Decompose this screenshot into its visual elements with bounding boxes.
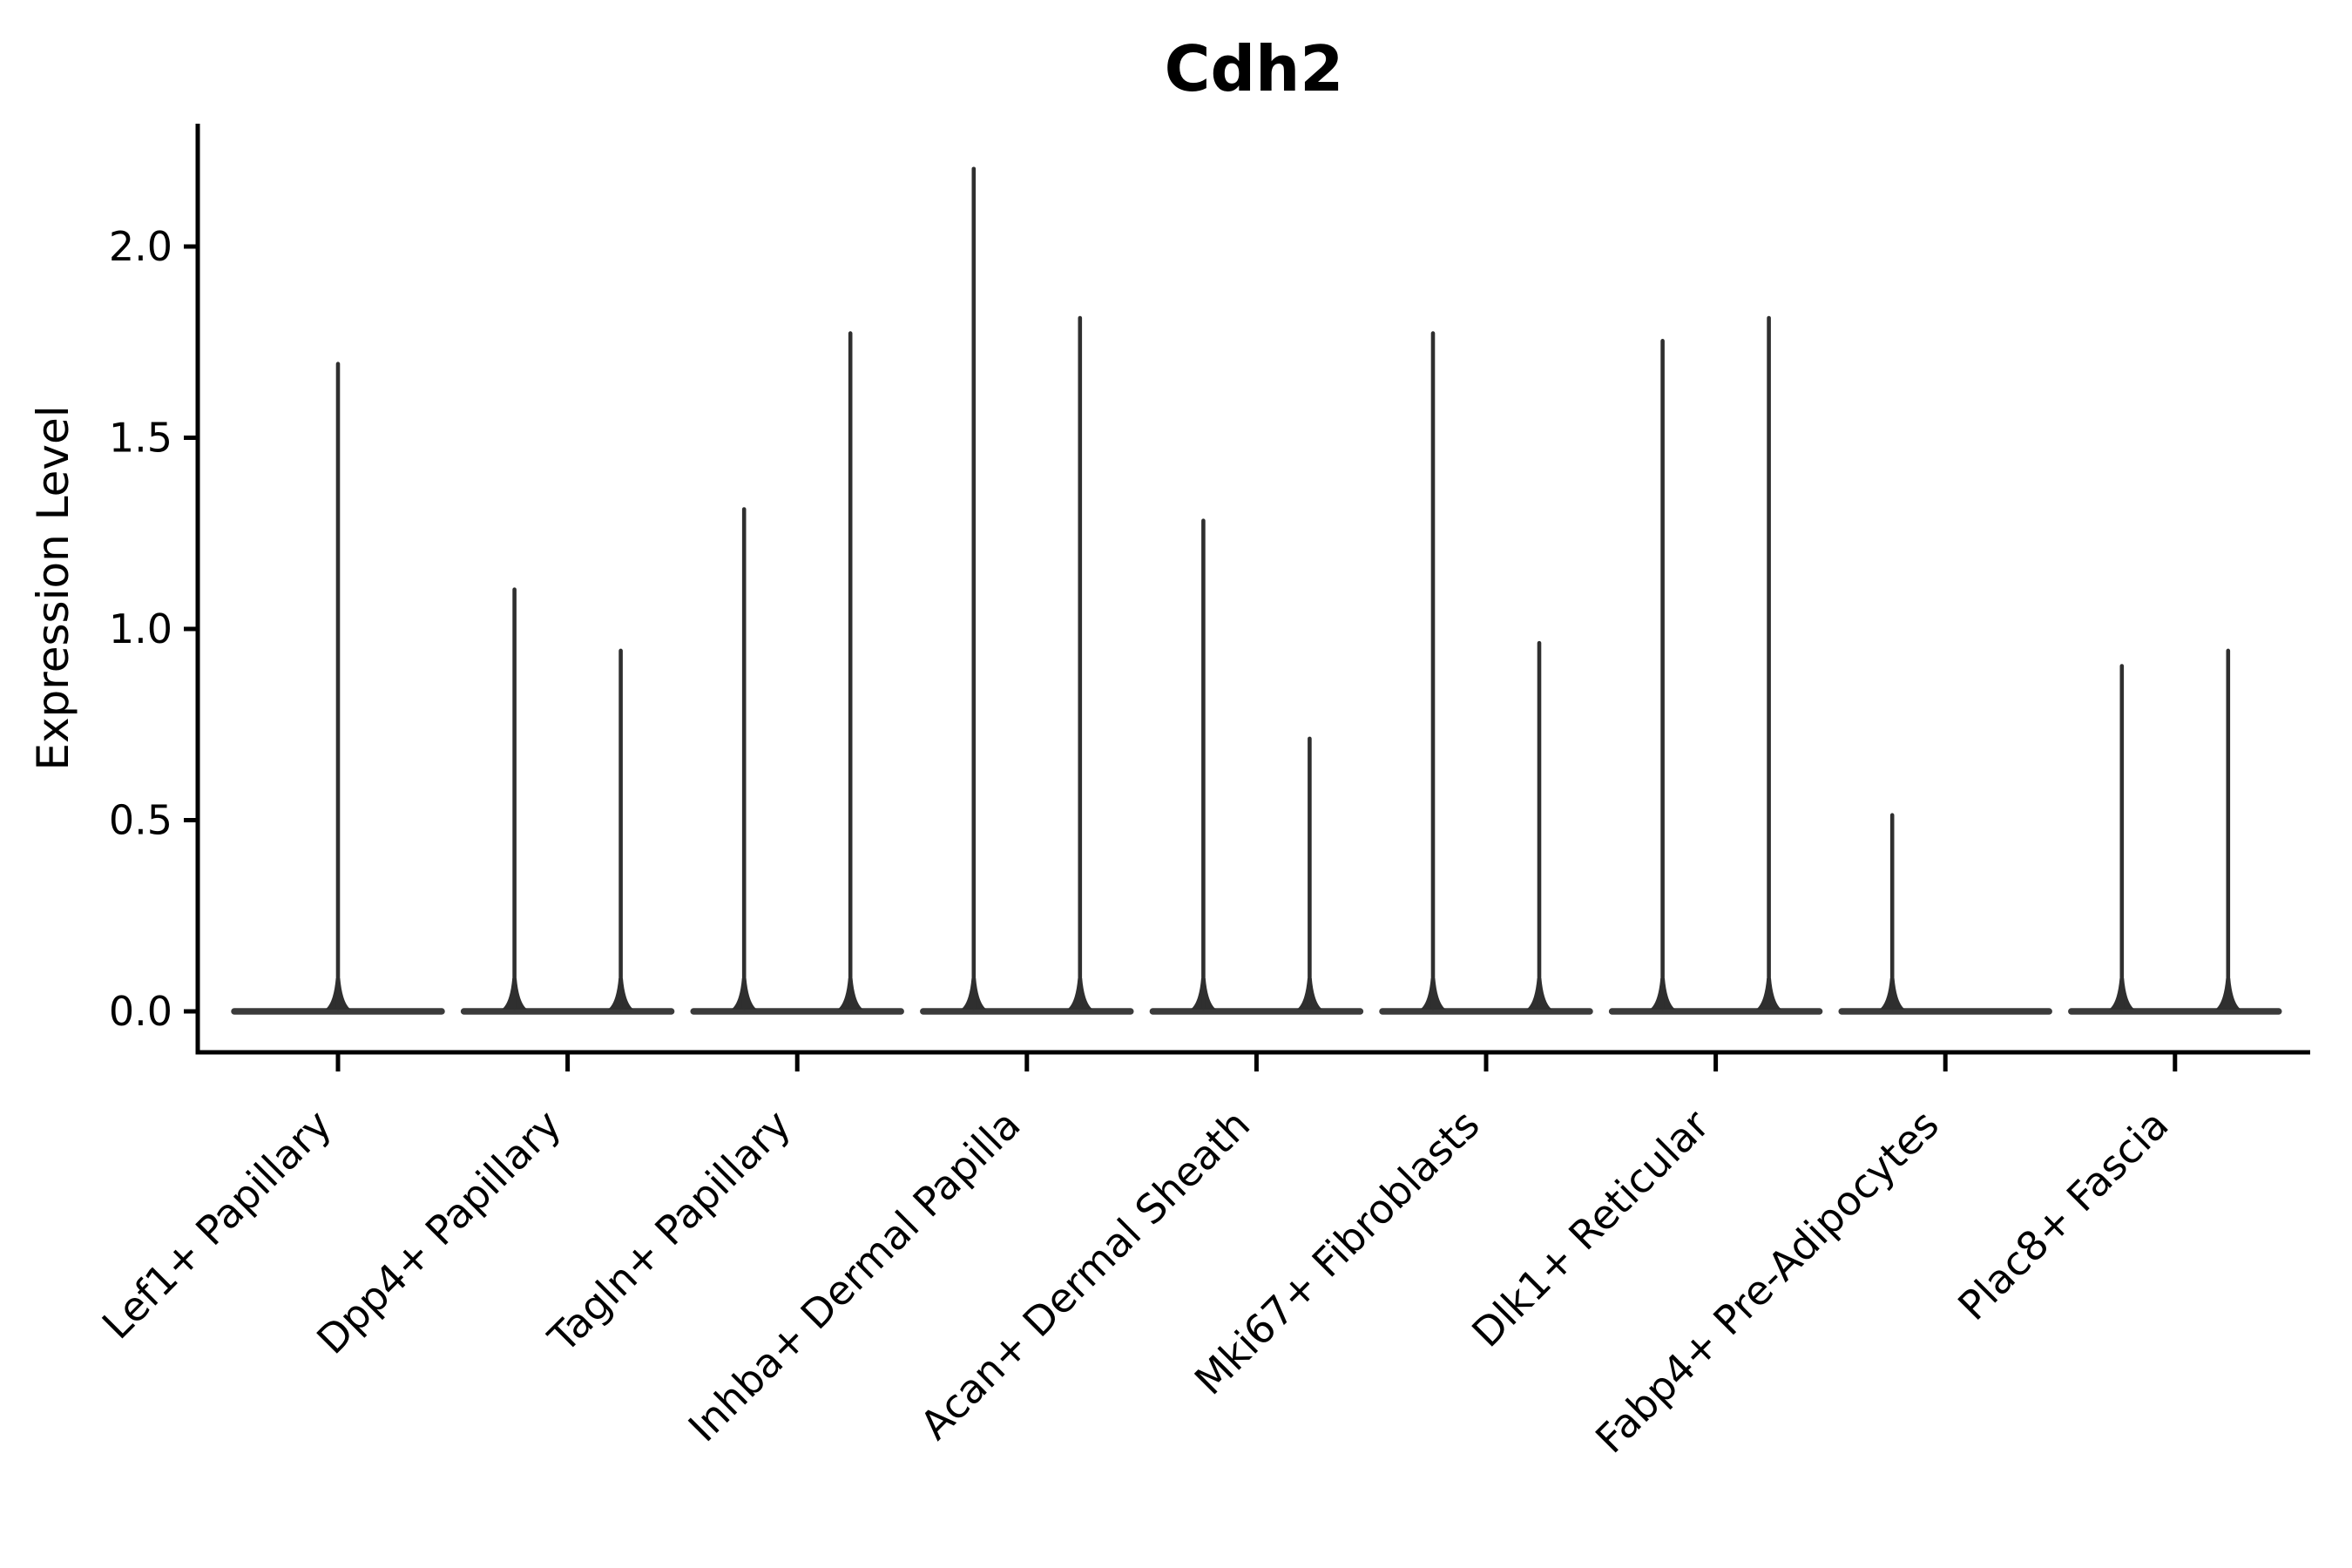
y-axis-tick-label: 1.0 <box>109 605 172 652</box>
y-axis-tick-label: 1.5 <box>109 415 172 462</box>
y-axis-tick-label: 2.0 <box>109 223 172 270</box>
y-axis-tick-label: 0.5 <box>109 797 172 844</box>
y-axis-label: Expression Level <box>28 405 78 770</box>
y-axis-tick-label: 0.0 <box>109 988 172 1035</box>
chart-title: Cdh2 <box>1165 32 1344 105</box>
